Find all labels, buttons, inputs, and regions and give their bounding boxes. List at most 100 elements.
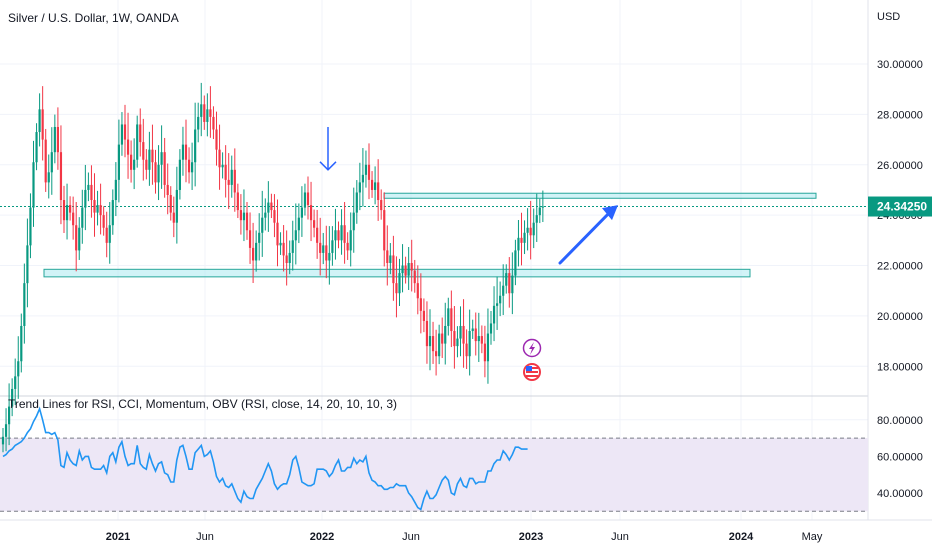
support-zone[interactable] [43, 268, 751, 278]
candle [44, 128, 47, 192]
candle [245, 202, 249, 240]
time-tick-label: 2024 [729, 531, 754, 543]
candle [480, 325, 483, 354]
candle [169, 186, 172, 221]
candle [203, 95, 206, 130]
candle [322, 232, 325, 265]
candle [261, 190, 264, 257]
candle [441, 317, 444, 359]
candle [26, 218, 29, 308]
candle [486, 308, 490, 384]
candle [166, 163, 169, 215]
candle [489, 311, 493, 345]
candle [279, 232, 282, 255]
candle [361, 148, 364, 207]
candle [435, 329, 438, 376]
arrow-up-annotation[interactable] [558, 205, 618, 265]
candle [355, 180, 358, 224]
candle [526, 208, 529, 251]
candle [453, 306, 456, 369]
time-tick-label: Jun [611, 531, 629, 543]
candle [474, 312, 477, 356]
candle [93, 173, 96, 237]
candle [4, 408, 8, 452]
candle [410, 239, 413, 292]
candle [17, 336, 20, 399]
time-tick-label: 2023 [519, 531, 543, 543]
candle [334, 208, 337, 260]
candle [197, 102, 200, 143]
candle [102, 206, 105, 236]
candle [59, 125, 63, 225]
time-tick-label: Jun [402, 531, 420, 543]
current-price-label: 24.34250 [877, 200, 927, 214]
candle [331, 226, 334, 266]
rsi-line [2, 406, 528, 511]
candle [72, 196, 75, 240]
price-tick-label: 28.00000 [877, 109, 923, 121]
candle [194, 102, 197, 187]
candle [139, 108, 142, 157]
candle [514, 239, 517, 286]
candle [41, 86, 44, 161]
candle [386, 225, 389, 286]
candle [300, 186, 303, 237]
currency-label: USD [877, 11, 900, 23]
chart-title[interactable]: Silver / U.S. Dollar, 1W, OANDA [8, 11, 179, 25]
candle [502, 264, 505, 316]
indicator-title[interactable]: Trend Lines for RSI, CCI, Momentum, OBV … [8, 397, 397, 411]
time-axis[interactable]: 2021 Jun 2022 Jun 2023 Jun 2024 May [106, 531, 823, 543]
candle [303, 183, 307, 216]
arrow-down-annotation[interactable] [319, 126, 337, 171]
current-price-tag: 24.34250 [868, 196, 932, 217]
candle [154, 149, 157, 194]
candle [380, 189, 383, 220]
time-tick-label: 2022 [310, 531, 334, 543]
resistance-zone[interactable] [383, 192, 817, 199]
candle [212, 106, 215, 140]
candle [367, 143, 371, 200]
candle [309, 181, 313, 242]
candle [148, 131, 151, 186]
candle [239, 194, 242, 235]
time-tick-label: 2021 [106, 531, 130, 543]
candle [69, 196, 72, 221]
lightning-icon[interactable] [522, 338, 542, 358]
candle [319, 217, 322, 276]
candle [264, 198, 267, 231]
candle [291, 220, 294, 271]
candle [541, 190, 544, 223]
candle [145, 149, 148, 180]
candle [224, 145, 227, 198]
candle [285, 230, 288, 286]
candle [175, 166, 178, 244]
rsi-axis[interactable]: 80.00000 60.00000 40.00000 [877, 415, 923, 500]
rsi-band [0, 438, 868, 512]
candle [294, 203, 297, 265]
candle [450, 290, 453, 348]
candle [270, 193, 273, 219]
candle [447, 297, 450, 336]
candle [81, 189, 84, 244]
candle [496, 276, 499, 330]
candle [282, 225, 285, 272]
candle [160, 125, 163, 189]
time-tick-label: May [802, 531, 823, 543]
candle [520, 212, 523, 266]
candle [398, 258, 401, 307]
candle [215, 111, 218, 166]
candle [233, 148, 236, 212]
candle [337, 221, 340, 249]
candle [62, 185, 66, 233]
candles [1, 82, 544, 453]
candle [431, 321, 435, 364]
us-flag-icon[interactable] [523, 363, 541, 381]
candle [401, 244, 404, 293]
candle [428, 309, 432, 371]
candle [258, 213, 261, 261]
candle [456, 326, 459, 358]
candle [340, 209, 343, 255]
candle [465, 329, 468, 370]
candle [38, 93, 41, 147]
